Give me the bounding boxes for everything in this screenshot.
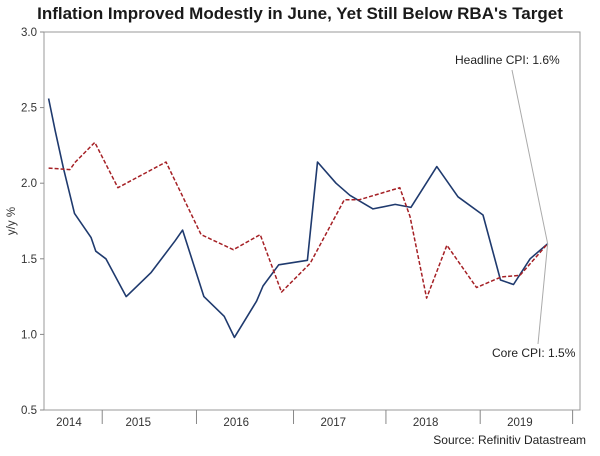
y-tick-label: 0.5	[21, 405, 37, 417]
x-tick-label: 2015	[125, 417, 151, 429]
series-line-headline-cpi	[47, 98, 549, 339]
y-tick-label: 1.5	[21, 254, 37, 266]
x-tick-label: 2016	[223, 417, 249, 429]
x-tick-label: 2017	[320, 417, 346, 429]
plot-frame	[43, 31, 581, 411]
y-tick-label: 1.0	[21, 329, 37, 341]
annotation-label: Headline CPI: 1.6%	[455, 53, 560, 67]
x-tick-label: 2014	[56, 417, 82, 429]
x-tick-label: 2019	[507, 417, 533, 429]
series-line-core-cpi	[48, 141, 549, 299]
source-note: Source: Refinitiv Datastream	[433, 433, 586, 447]
annotation-leader-line	[537, 243, 549, 345]
y-axis-label: y/y %	[6, 207, 18, 235]
annotation-leader-line	[511, 69, 549, 244]
x-tick-label: 2018	[413, 417, 439, 429]
y-tick-label: 2.5	[21, 103, 37, 115]
y-tick-label: 3.0	[21, 27, 37, 39]
annotation-label: Core CPI: 1.5%	[492, 346, 576, 360]
y-tick-label: 2.0	[21, 178, 37, 190]
chart-title: Inflation Improved Modestly in June, Yet…	[37, 4, 563, 23]
